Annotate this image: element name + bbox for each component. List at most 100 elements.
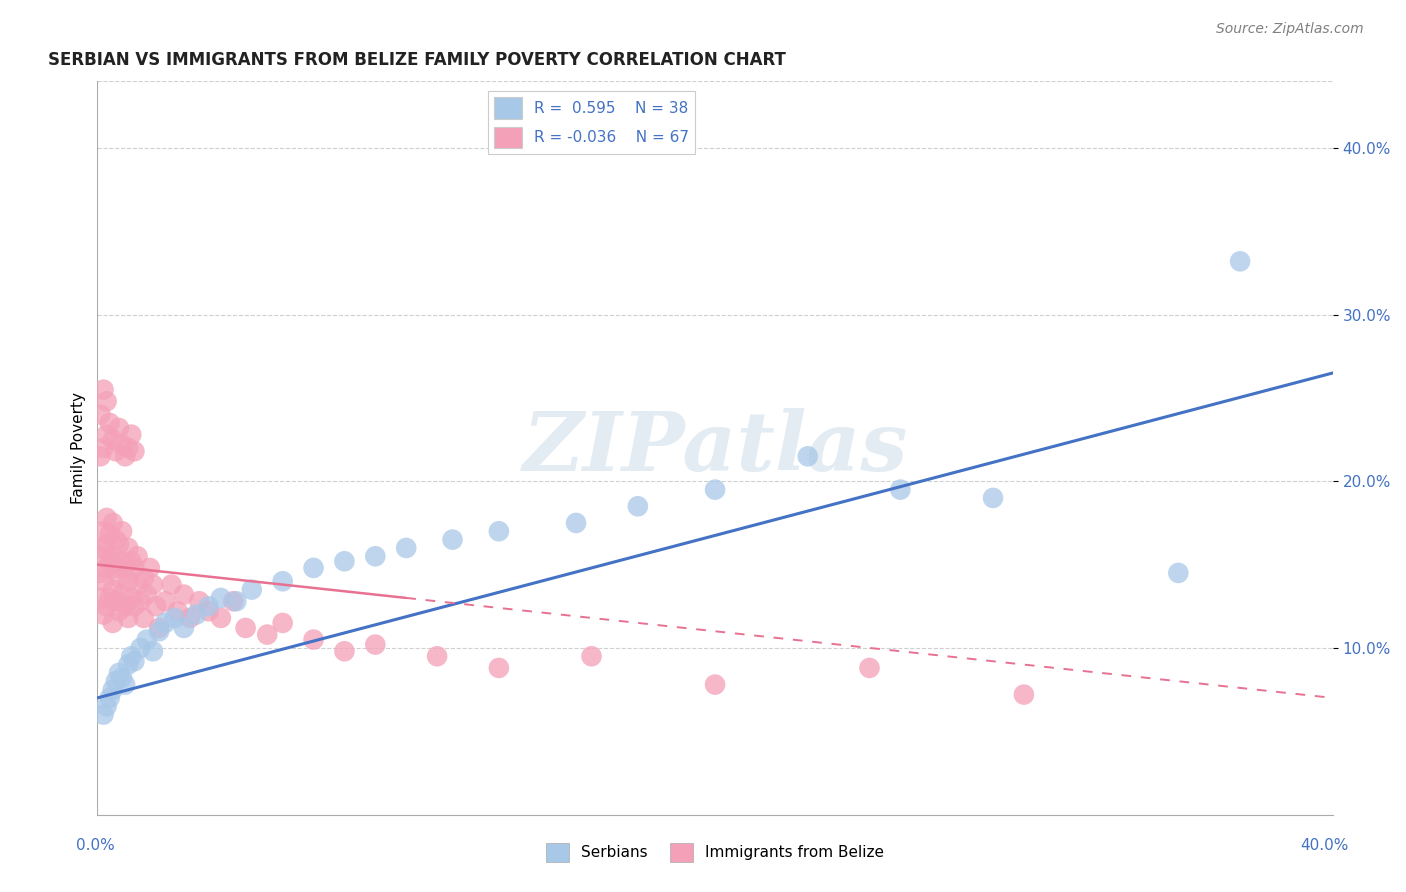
Point xyxy=(111,671,134,685)
Point xyxy=(114,450,136,464)
Point xyxy=(93,441,115,455)
Point xyxy=(426,649,449,664)
Point xyxy=(98,527,121,541)
Point xyxy=(108,421,131,435)
Point xyxy=(627,500,650,514)
Point xyxy=(155,615,177,630)
Point xyxy=(179,611,201,625)
Point xyxy=(364,549,387,564)
Point xyxy=(111,437,134,451)
Point xyxy=(271,574,294,589)
Point xyxy=(302,632,325,647)
Point xyxy=(197,599,219,614)
Point xyxy=(93,574,115,589)
Point xyxy=(1012,688,1035,702)
Point xyxy=(93,549,115,564)
Point xyxy=(96,699,118,714)
Point xyxy=(114,561,136,575)
Point xyxy=(225,594,247,608)
Point xyxy=(104,533,127,547)
Point xyxy=(124,599,146,614)
Point xyxy=(135,588,157,602)
Point xyxy=(114,599,136,614)
Point xyxy=(96,538,118,552)
Point xyxy=(104,444,127,458)
Point xyxy=(98,591,121,605)
Point xyxy=(1167,566,1189,580)
Point xyxy=(129,594,152,608)
Point xyxy=(127,577,149,591)
Point xyxy=(93,707,115,722)
Point xyxy=(108,538,131,552)
Point xyxy=(302,561,325,575)
Point xyxy=(173,588,195,602)
Point xyxy=(222,594,245,608)
Point xyxy=(111,554,134,568)
Point xyxy=(98,690,121,705)
Point xyxy=(101,549,124,564)
Point xyxy=(209,591,232,605)
Point xyxy=(89,541,111,555)
Point xyxy=(108,571,131,585)
Point xyxy=(117,574,139,589)
Point xyxy=(104,594,127,608)
Point xyxy=(108,604,131,618)
Point xyxy=(142,577,165,591)
Point xyxy=(101,433,124,447)
Point xyxy=(704,483,727,497)
Point xyxy=(271,615,294,630)
Point xyxy=(160,577,183,591)
Text: Source: ZipAtlas.com: Source: ZipAtlas.com xyxy=(1216,22,1364,37)
Point xyxy=(124,444,146,458)
Point xyxy=(120,591,142,605)
Point xyxy=(858,661,880,675)
Point xyxy=(581,649,603,664)
Point xyxy=(173,621,195,635)
Point xyxy=(96,511,118,525)
Point xyxy=(104,674,127,689)
Point xyxy=(240,582,263,597)
Point xyxy=(333,644,356,658)
Point xyxy=(981,491,1004,505)
Point xyxy=(441,533,464,547)
Point xyxy=(111,588,134,602)
Point xyxy=(93,607,115,622)
Point xyxy=(209,611,232,625)
Point xyxy=(96,599,118,614)
Point xyxy=(155,594,177,608)
Point xyxy=(114,677,136,691)
Point xyxy=(364,638,387,652)
Point xyxy=(565,516,588,530)
Point xyxy=(488,661,510,675)
Point xyxy=(117,541,139,555)
Point xyxy=(132,611,155,625)
Point xyxy=(704,677,727,691)
Point xyxy=(148,624,170,639)
Point xyxy=(101,615,124,630)
Point xyxy=(104,561,127,575)
Point xyxy=(142,644,165,658)
Point xyxy=(120,427,142,442)
Legend: R =  0.595    N = 38, R = -0.036    N = 67: R = 0.595 N = 38, R = -0.036 N = 67 xyxy=(488,91,695,154)
Point xyxy=(124,654,146,668)
Point xyxy=(96,394,118,409)
Point xyxy=(129,640,152,655)
Point xyxy=(98,554,121,568)
Point xyxy=(395,541,418,555)
Point xyxy=(166,604,188,618)
Point xyxy=(124,561,146,575)
Point xyxy=(135,632,157,647)
Point xyxy=(889,483,911,497)
Point xyxy=(163,611,186,625)
Point xyxy=(148,621,170,635)
Point xyxy=(89,566,111,580)
Point xyxy=(197,604,219,618)
Point xyxy=(89,408,111,422)
Point xyxy=(488,524,510,539)
Point xyxy=(111,524,134,539)
Point xyxy=(98,416,121,430)
Point xyxy=(117,441,139,455)
Point xyxy=(101,582,124,597)
Point xyxy=(101,682,124,697)
Point xyxy=(120,649,142,664)
